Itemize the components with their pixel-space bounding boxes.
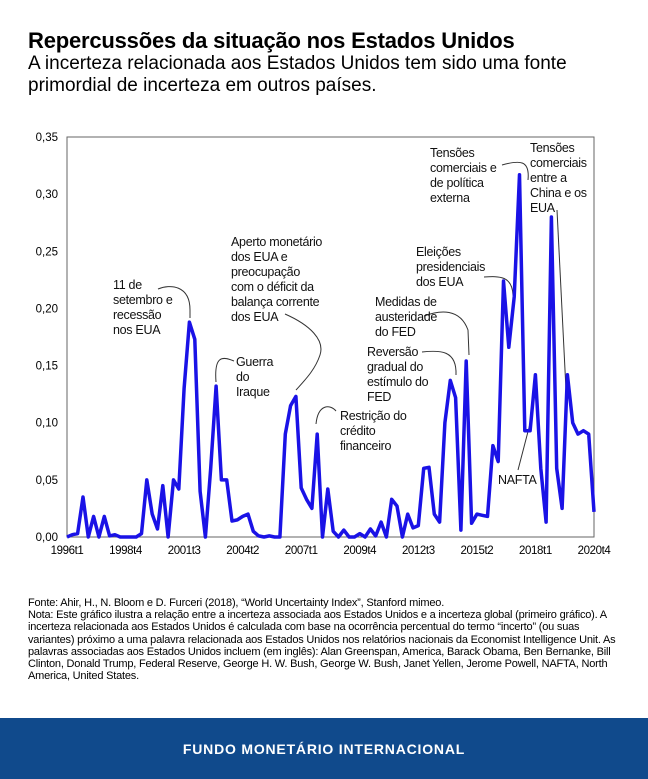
annotation-line: nos EUA <box>113 323 161 337</box>
y-axis: 0,00 0,05 0,10 0,15 0,20 0,25 0,30 0,35 <box>36 132 58 544</box>
annotation-line: presidenciais <box>416 260 485 274</box>
leader-line-austeridade <box>423 311 470 356</box>
footer-bar: FUNDO MONETÁRIO INTERNACIONAL <box>0 718 648 779</box>
annotation-line: NAFTA <box>498 473 538 487</box>
x-axis: 1996t1 1998t4 2001t3 2004t2 2007t1 2009t4 2012… <box>51 545 612 557</box>
annotation-line: Reversão <box>367 345 418 359</box>
annotation-line: do <box>236 370 250 384</box>
annotation: 11 de setembro e recessão nos EUA <box>113 278 173 337</box>
plot-frame <box>66 136 595 538</box>
annotation-line: recessão <box>113 308 162 322</box>
y-tick-label: 0,20 <box>36 303 58 315</box>
annotation-line: China e os <box>530 186 587 200</box>
annotation-line: Medidas de <box>375 295 437 309</box>
annotation-line: estímulo do <box>367 375 429 389</box>
annotation: Reversão gradual do estímulo do FED <box>367 345 429 404</box>
annotation-line: Restrição do <box>340 409 407 423</box>
chart: 0,000,050,100,150,200,250,300,35 1996t1 1… <box>36 132 612 557</box>
annotation-line: comerciais <box>530 156 587 170</box>
x-tick-label: 2001t3 <box>168 545 201 557</box>
annotation-line: dos EUA e <box>231 250 288 264</box>
x-tick-label: 2018t1 <box>519 545 552 557</box>
annotation-line: gradual do <box>367 360 423 374</box>
annotation: Aperto monetário dos EUA e preocupação com … <box>231 235 322 324</box>
annotation-line: do FED <box>375 325 416 339</box>
y-tick-label: 0,15 <box>36 361 58 373</box>
leader-line-911 <box>157 286 191 318</box>
x-tick-label: 2012t3 <box>402 545 435 557</box>
x-tick-label: 1996t1 <box>51 545 84 557</box>
y-tick-label: 0,10 <box>36 418 58 430</box>
x-tick-label: 2009t4 <box>343 545 377 557</box>
x-tick-label: 2015t2 <box>460 545 493 557</box>
leader-line-credito <box>315 406 337 425</box>
leader-line-aperto <box>284 313 322 391</box>
annotation-line: externa <box>430 191 470 205</box>
annotation: Tensões comerciais e de política externa <box>430 146 497 205</box>
y-tick-label: 0,25 <box>36 246 58 258</box>
x-tick-label: 2004t2 <box>226 545 259 557</box>
leader-line-eleicoes <box>483 276 514 296</box>
annotation: NAFTA <box>498 473 538 487</box>
chart-notes: Fonte: Ahir, H., N. Bloom e D. Furceri (… <box>28 597 628 682</box>
annotation-line: Eleições <box>416 245 461 259</box>
annotation: Guerra do Iraque <box>236 355 273 399</box>
annotation-line: balança corrente <box>231 295 320 309</box>
leader-line-tensoes1 <box>501 161 529 181</box>
annotation-line: preocupação <box>231 265 300 279</box>
page-subtitle: A incerteza relacionada aos Estados Unid… <box>28 53 567 96</box>
annotation: Medidas de austeridade do FED <box>375 295 437 339</box>
annotation-line: crédito <box>340 424 376 438</box>
x-tick-label: 1998t4 <box>109 545 143 557</box>
leader-line-tensoes2 <box>556 209 568 411</box>
annotation-line: Iraque <box>236 385 270 399</box>
annotation-line: entre a <box>530 171 567 185</box>
annotation-line: comerciais e <box>430 161 497 175</box>
data-points <box>66 174 595 538</box>
annotation-line: dos EUA <box>231 310 279 324</box>
y-tick-label: 0,00 <box>36 532 58 544</box>
y-tick-label: 0,05 <box>36 475 58 487</box>
annotation-line: dos EUA <box>416 275 464 289</box>
annotation: Tensões comerciais entre a China e os EUA <box>530 141 587 215</box>
annotation-line: de política <box>430 176 484 190</box>
annotations: 11 de setembro e recessão nos EUA Guerra do Ir… <box>113 141 587 487</box>
y-tick-label: 0,35 <box>36 132 58 144</box>
series-line <box>66 172 596 539</box>
y-tick-label: 0,30 <box>36 189 58 201</box>
annotation-line: Guerra <box>236 355 273 369</box>
page-title: Repercussões da situação nos Estados Uni… <box>28 28 515 53</box>
methodology-note: Nota: Este gráfico ilustra a relação ent… <box>28 609 616 683</box>
source-note: Fonte: Ahir, H., N. Bloom e D. Furceri (… <box>28 597 445 609</box>
annotation-line: FED <box>367 390 391 404</box>
annotation-line: Tensões <box>530 141 575 155</box>
annotation-line: financeiro <box>340 439 392 453</box>
annotation-line: 11 de <box>113 278 142 292</box>
annotation-line: EUA <box>530 201 556 215</box>
annotation: Eleições presidenciais dos EUA <box>416 245 485 289</box>
leader-line-reversao <box>421 350 457 376</box>
annotation-line: Tensões <box>430 146 475 160</box>
annotation: Restrição do crédito financeiro <box>340 409 407 453</box>
x-tick-label: 2020t4 <box>578 545 612 557</box>
annotation-line: com o déficit da <box>231 280 314 294</box>
x-tick-label: 2007t1 <box>285 545 318 557</box>
annotation-line: setembro e <box>113 293 173 307</box>
footer-org-name: FUNDO MONETÁRIO INTERNACIONAL <box>182 740 466 757</box>
annotation-line: Aperto monetário <box>231 235 322 249</box>
leader-line-iraque <box>215 358 235 383</box>
annotation-line: austeridade <box>375 310 437 324</box>
